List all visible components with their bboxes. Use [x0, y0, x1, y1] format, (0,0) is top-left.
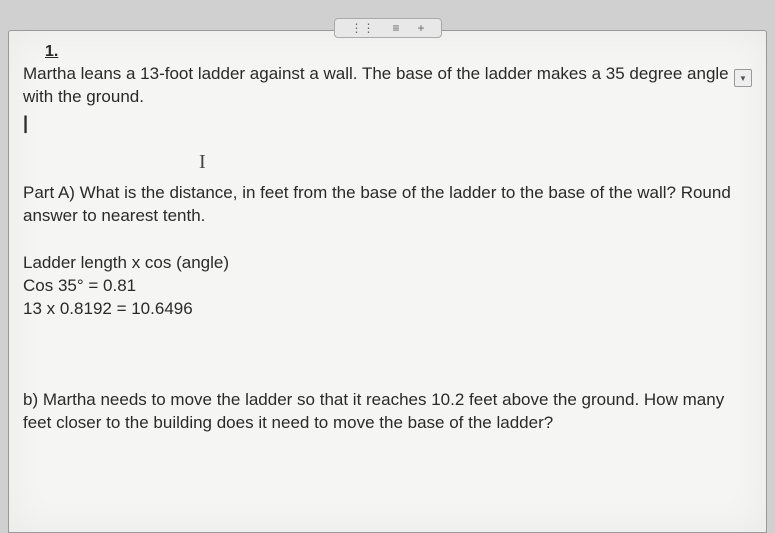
toolbar-drag-icon[interactable]: ⋮⋮ [350, 21, 374, 35]
part-b-prompt: b) Martha needs to move the ladder so th… [23, 389, 752, 435]
dropdown-button[interactable]: ▼ [734, 69, 752, 87]
part-a-work-line2: Cos 35° = 0.81 [23, 275, 752, 298]
question-intro-text: Martha leans a 13-foot ladder against a … [23, 63, 752, 109]
part-a-prompt: Part A) What is the distance, in feet fr… [23, 182, 752, 228]
part-a-work-line3: 13 x 0.8192 = 10.6496 [23, 298, 752, 321]
part-a-work-line1: Ladder length x cos (angle) [23, 252, 752, 275]
text-caret[interactable]: | [23, 113, 752, 134]
chevron-down-icon: ▼ [739, 74, 747, 83]
toolbar-tab: ⋮⋮ ≡ + [333, 18, 441, 38]
document-page: ▼ 1. Martha leans a 13-foot ladder again… [8, 30, 767, 533]
question-number: 1. [45, 43, 752, 61]
toolbar-add-icon[interactable]: + [418, 21, 425, 35]
toolbar-align-icon[interactable]: ≡ [392, 21, 399, 35]
